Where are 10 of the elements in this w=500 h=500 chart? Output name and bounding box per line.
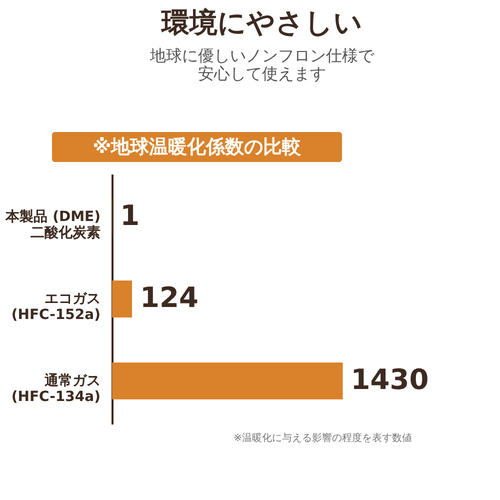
- y-tick-label: エコガス (HFC-152a): [11, 291, 100, 323]
- chart-subtitle: 地球に優しいノンフロン仕様で安心して使えます: [149, 46, 375, 83]
- data-label: 1: [120, 199, 140, 232]
- y-tick-label: 本製品 (DME) 二酸化炭素: [4, 209, 100, 242]
- text: ※地球温暖化係数の比較: [92, 136, 302, 158]
- text: ※温暖化に与える影響の程度を表す数値: [234, 432, 412, 444]
- data-label: 1430: [350, 362, 429, 396]
- y-tick-label: 通常ガス (HFC-134a): [11, 372, 100, 405]
- data-label: 124: [140, 281, 198, 314]
- chart-title: 環境にやさしい: [160, 6, 362, 39]
